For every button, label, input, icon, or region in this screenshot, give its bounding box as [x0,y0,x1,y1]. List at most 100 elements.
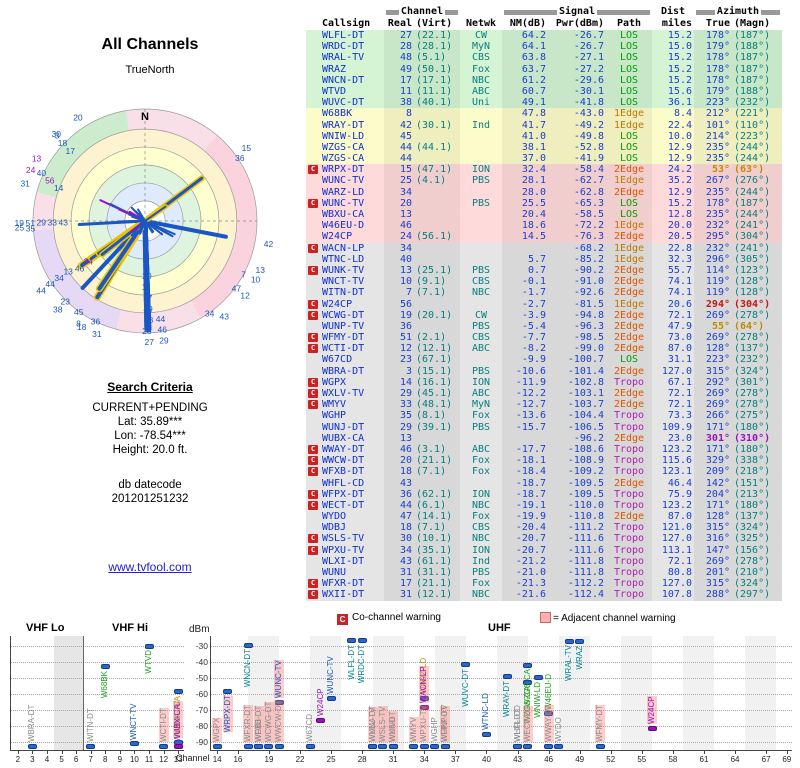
callsign[interactable]: WTVD [322,85,347,97]
callsign[interactable]: WUNU [322,567,347,578]
callsign[interactable]: WWCW-DT [322,455,365,467]
callsign[interactable]: WUBX-CA [322,432,365,444]
callsign[interactable]: WLXI-DT [322,555,365,567]
callsign[interactable]: WHFL-CD [322,477,365,489]
station-marker[interactable] [326,695,336,701]
station-marker[interactable] [409,743,419,749]
station-marker[interactable] [264,743,274,749]
station-marker[interactable] [305,743,315,749]
station-marker[interactable] [544,743,554,749]
station-marker[interactable] [274,699,284,705]
station-marker[interactable] [440,743,450,749]
station-marker[interactable] [430,743,440,749]
station-marker[interactable] [388,743,398,749]
callsign[interactable]: WWAY-DT [322,443,365,455]
callsign[interactable]: WTNC-LD [322,253,365,265]
callsign[interactable]: WUVC-DT [322,97,365,109]
power-dbm: -30.1 [548,85,606,98]
callsign[interactable]: WXII-DT [322,589,365,601]
callsign[interactable]: WPXU-TV [322,544,365,556]
station-marker[interactable] [129,741,139,747]
callsign[interactable]: WITN-DT [322,287,365,299]
station-marker[interactable] [243,743,253,749]
callsign[interactable]: WGPX [322,376,347,388]
station-marker[interactable] [419,695,429,701]
station-marker[interactable] [419,704,429,710]
callsign[interactable]: WCWG-DT [322,309,365,321]
callsign[interactable]: WLFL-DT [322,30,365,41]
station-marker[interactable] [274,743,284,749]
callsign[interactable]: WECT-DT [322,499,365,511]
callsign[interactable]: W67CD [322,354,353,366]
station-marker[interactable] [100,664,110,670]
station-marker[interactable] [523,662,533,668]
station-marker[interactable] [647,725,657,731]
callsign[interactable]: WGHP [322,410,347,422]
callsign[interactable]: WRDC-DT [322,41,365,53]
callsign[interactable]: WMYV [322,399,347,411]
station-marker[interactable] [144,643,154,649]
station-marker[interactable] [481,731,491,737]
station-marker[interactable] [254,743,264,749]
station-marker[interactable] [347,638,357,644]
callsign[interactable]: WRAL-TV [322,52,365,64]
station-marker[interactable] [316,717,326,723]
callsign[interactable]: WNCT-TV [322,276,365,288]
callsign[interactable]: WFPX-DT [322,488,365,500]
callsign[interactable]: W68BK [322,108,353,120]
callsign[interactable]: WFMY-DT [322,332,365,344]
callsign[interactable]: WACN-LP [322,242,365,254]
callsign[interactable]: WUNP-TV [322,320,365,332]
callsign[interactable]: W24CP [322,231,353,243]
station-marker[interactable] [513,743,523,749]
callsign[interactable]: WYDO [322,511,347,523]
callsign[interactable]: WFXB-DT [322,466,365,478]
callsign[interactable]: WZGS-CA [322,153,365,165]
callsign[interactable]: WSLS-TV [322,533,365,545]
callsign[interactable]: WRAZ [322,63,347,75]
callsign[interactable]: WZGS-CA [322,141,365,153]
callsign[interactable]: WBRA-DT [322,365,365,377]
station-marker[interactable] [502,674,512,680]
station-marker[interactable] [243,642,253,648]
station-marker[interactable] [173,743,183,749]
callsign[interactable]: WUNJ-DT [322,421,365,433]
callsign[interactable]: WCTI-DT [322,343,365,355]
station-marker[interactable] [554,743,564,749]
station-marker[interactable] [86,743,96,749]
callsign[interactable]: WRAY-DT [322,119,365,131]
station-marker[interactable] [461,662,471,668]
station-marker[interactable] [595,743,605,749]
callsign[interactable]: W24CP [322,298,353,310]
station-marker[interactable] [368,743,378,749]
station-marker[interactable] [223,688,233,694]
callsign[interactable]: WARZ-LD [322,186,365,198]
callsign[interactable]: WUNK-TV [322,264,365,276]
tvfool-link[interactable]: www.tvfool.com [108,560,192,574]
callsign[interactable]: WDBJ [322,522,347,534]
dbm-tick-label: -90 [195,737,208,747]
callsign[interactable]: WRPX-DT [322,164,365,176]
station-marker[interactable] [173,689,183,695]
station-marker[interactable] [357,638,367,644]
station-marker[interactable] [523,743,533,749]
station-marker[interactable] [533,675,543,681]
callsign[interactable]: WXLV-TV [322,388,365,399]
station-marker[interactable] [419,743,429,749]
callsign[interactable]: W46EU-D [322,220,365,232]
station-marker[interactable] [544,711,554,717]
station-marker[interactable] [564,638,574,644]
callsign[interactable]: WUNC-TV [322,197,365,209]
station-marker[interactable] [523,679,533,685]
station-marker[interactable] [159,743,169,749]
station-marker[interactable] [378,743,388,749]
callsign[interactable]: WUNC-TV [322,175,365,187]
callsign[interactable]: WBXU-CA [322,209,365,220]
station-marker[interactable] [575,639,585,645]
callsign[interactable]: WNIW-LD [322,130,365,142]
station-marker[interactable] [212,743,222,749]
callsign[interactable]: WFXR-DT [322,578,365,590]
table-row: C WACN-LP 34 -68.2 1Edge 22.8 232° (241°) [306,242,782,254]
callsign[interactable]: WNCN-DT [322,74,365,86]
station-marker[interactable] [27,743,37,749]
